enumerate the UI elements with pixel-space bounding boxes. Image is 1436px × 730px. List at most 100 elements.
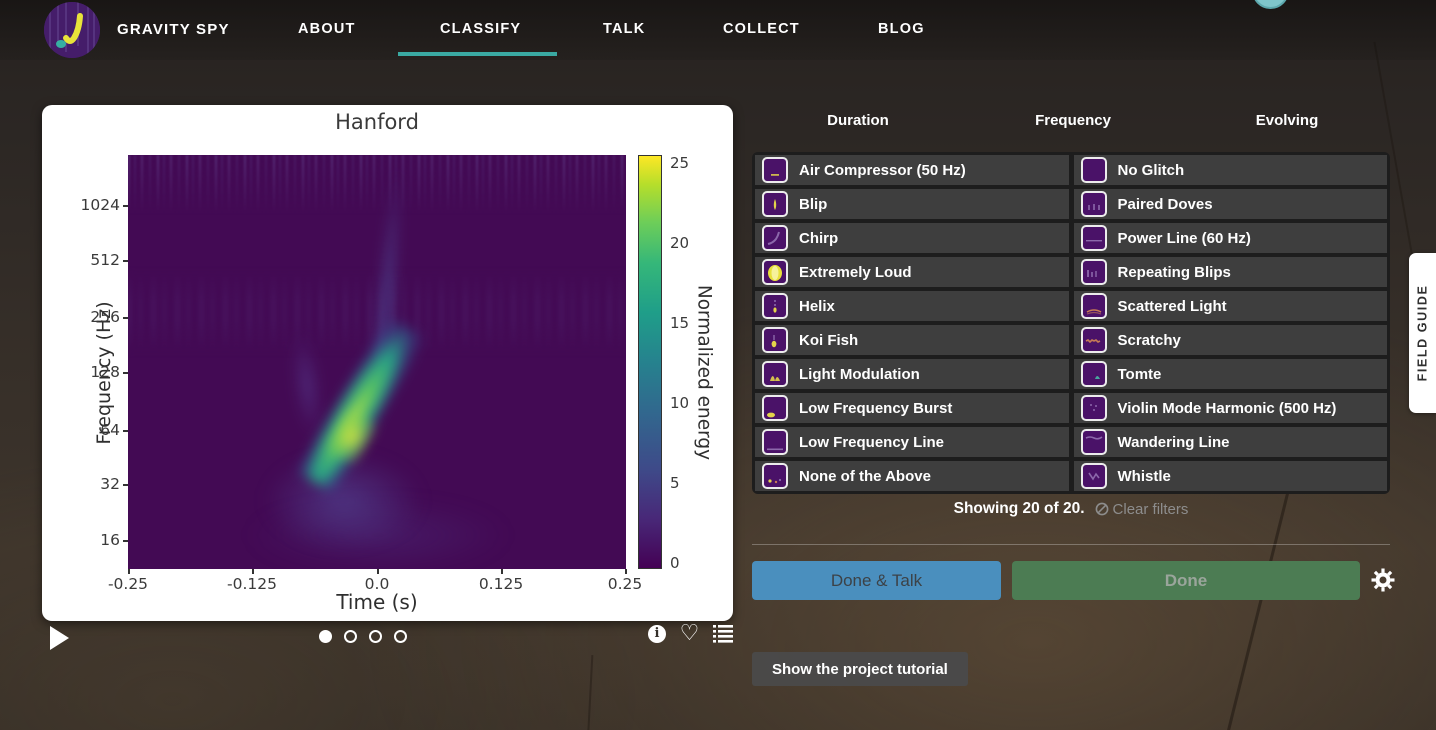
done-button[interactable]: Done [1012, 561, 1360, 600]
choice-label: Wandering Line [1117, 433, 1230, 451]
tomte-thumbnail [1080, 361, 1107, 387]
gravity-spy-logo-icon[interactable] [44, 2, 100, 58]
glitch-haze [248, 500, 508, 569]
choice-label: Light Modulation [799, 365, 920, 383]
spectrogram-noise-band [128, 155, 626, 213]
choice-label: Violin Mode Harmonic (500 Hz) [1117, 399, 1337, 417]
repeating-blips-thumbnail [1080, 259, 1107, 285]
x-tick-label: -0.25 [107, 575, 149, 593]
x-tickmark [501, 569, 503, 574]
field-guide-tab[interactable]: FIELD GUIDE [1409, 253, 1436, 413]
choice-tomte[interactable]: Tomte [1073, 359, 1387, 389]
scattered-light-thumbnail [1080, 293, 1107, 319]
choice-power-line-60-hz[interactable]: Power Line (60 Hz) [1073, 223, 1387, 253]
y-tick-label: 32 [100, 475, 120, 493]
subject-page-dot-4[interactable] [394, 630, 407, 643]
x-tickmark [128, 569, 130, 574]
choice-light-modulation[interactable]: Light Modulation [755, 359, 1069, 389]
done-and-talk-button[interactable]: Done & Talk [752, 561, 1001, 600]
choices-column-1: Air Compressor (50 Hz) Blip Chirp Extremely… [755, 155, 1069, 491]
favorite-heart-icon[interactable]: ♡ [679, 621, 700, 646]
field-guide-label: FIELD GUIDE [1415, 284, 1430, 382]
choice-low-frequency-line[interactable]: Low Frequency Line [755, 427, 1069, 457]
nav-item-collect[interactable]: COLLECT [723, 21, 800, 37]
choice-whistle[interactable]: Whistle [1073, 461, 1387, 491]
x-tick-label: -0.125 [227, 575, 277, 593]
low-frequency-line-thumbnail [762, 429, 788, 455]
light-modulation-thumbnail [762, 361, 788, 387]
colorbar-tick-label: 0 [670, 554, 680, 572]
filter-frequency[interactable]: Frequency [1035, 112, 1111, 129]
nav-item-about[interactable]: ABOUT [298, 21, 356, 37]
scratchy-thumbnail [1080, 327, 1107, 353]
choice-helix[interactable]: Helix [755, 291, 1069, 321]
filter-evolving[interactable]: Evolving [1255, 112, 1319, 129]
choice-violin-mode-harmonic-500-hz[interactable]: Violin Mode Harmonic (500 Hz) [1073, 393, 1387, 423]
choice-none-of-the-above[interactable]: None of the Above [755, 461, 1069, 491]
choices-status-row: Showing 20 of 20. Clear filters [752, 500, 1390, 518]
whistle-thumbnail [1080, 463, 1107, 489]
subject-page-dot-3[interactable] [369, 630, 382, 643]
show-tutorial-button[interactable]: Show the project tutorial [752, 652, 968, 686]
y-tickmark [123, 430, 128, 432]
colorbar-tick-label: 10 [670, 394, 690, 412]
chirp-thumbnail [762, 225, 788, 251]
choice-extremely-loud[interactable]: Extremely Loud [755, 257, 1069, 287]
y-tickmark [123, 205, 128, 207]
choice-label: Power Line (60 Hz) [1117, 229, 1251, 247]
helix-thumbnail [762, 293, 788, 319]
user-avatar[interactable] [1252, 0, 1289, 9]
gear-icon[interactable] [1371, 568, 1395, 592]
info-icon[interactable]: i [648, 625, 666, 643]
choice-label: Blip [799, 195, 828, 213]
violin-mode-thumbnail [1080, 395, 1107, 421]
choice-no-glitch[interactable]: No Glitch [1073, 155, 1387, 185]
choice-scratchy[interactable]: Scratchy [1073, 325, 1387, 355]
choice-blip[interactable]: Blip [755, 189, 1069, 219]
koi-fish-thumbnail [762, 327, 788, 353]
glitch-choices-panel: Air Compressor (50 Hz) Blip Chirp Extremely… [752, 152, 1390, 494]
choice-label: Scratchy [1117, 331, 1181, 349]
choice-label: Repeating Blips [1117, 263, 1231, 281]
showing-count-text: Showing 20 of 20. [953, 500, 1085, 517]
clear-filters-icon [1095, 502, 1108, 516]
play-button[interactable] [50, 626, 69, 650]
collect-list-icon[interactable] [712, 625, 733, 643]
nav-item-blog[interactable]: BLOG [878, 21, 925, 37]
subject-page-dot-1[interactable] [319, 630, 332, 643]
spectrogram-plot[interactable] [128, 155, 626, 569]
y-tick-label: 128 [90, 363, 120, 381]
nav-item-classify[interactable]: CLASSIFY [440, 21, 522, 37]
choice-label: Scattered Light [1117, 297, 1227, 315]
background-texture [586, 655, 594, 730]
choice-label: Air Compressor (50 Hz) [799, 161, 966, 179]
colorbar-tick-label: 5 [670, 474, 680, 492]
choice-air-compressor-50-hz[interactable]: Air Compressor (50 Hz) [755, 155, 1069, 185]
clear-filters-button[interactable]: Clear filters [1095, 501, 1188, 518]
choice-repeating-blips[interactable]: Repeating Blips [1073, 257, 1387, 287]
subject-page-dot-2[interactable] [344, 630, 357, 643]
colorbar [638, 155, 662, 569]
y-tickmark [123, 484, 128, 486]
choice-wandering-line[interactable]: Wandering Line [1073, 427, 1387, 457]
colorbar-tick-label: 20 [670, 234, 690, 252]
y-tick-label: 512 [90, 251, 120, 269]
nav-item-talk[interactable]: TALK [603, 21, 646, 37]
choice-scattered-light[interactable]: Scattered Light [1073, 291, 1387, 321]
choice-chirp[interactable]: Chirp [755, 223, 1069, 253]
choice-label: Helix [799, 297, 835, 315]
choice-low-frequency-burst[interactable]: Low Frequency Burst [755, 393, 1069, 423]
y-tickmark [123, 372, 128, 374]
choice-paired-doves[interactable]: Paired Doves [1073, 189, 1387, 219]
wandering-line-thumbnail [1080, 429, 1107, 455]
y-tick-label: 1024 [80, 196, 120, 214]
colorbar-tick-label: 15 [670, 314, 690, 332]
y-tick-label: 16 [100, 531, 120, 549]
choice-koi-fish[interactable]: Koi Fish [755, 325, 1069, 355]
nav-brand-title[interactable]: GRAVITY SPY [117, 21, 230, 38]
filter-duration[interactable]: Duration [827, 112, 889, 129]
subject-viewer-card: Hanford Frequency (Hz) Time (s) Normaliz… [42, 105, 733, 621]
divider [752, 544, 1390, 545]
x-tick-label: 0.125 [478, 575, 524, 593]
